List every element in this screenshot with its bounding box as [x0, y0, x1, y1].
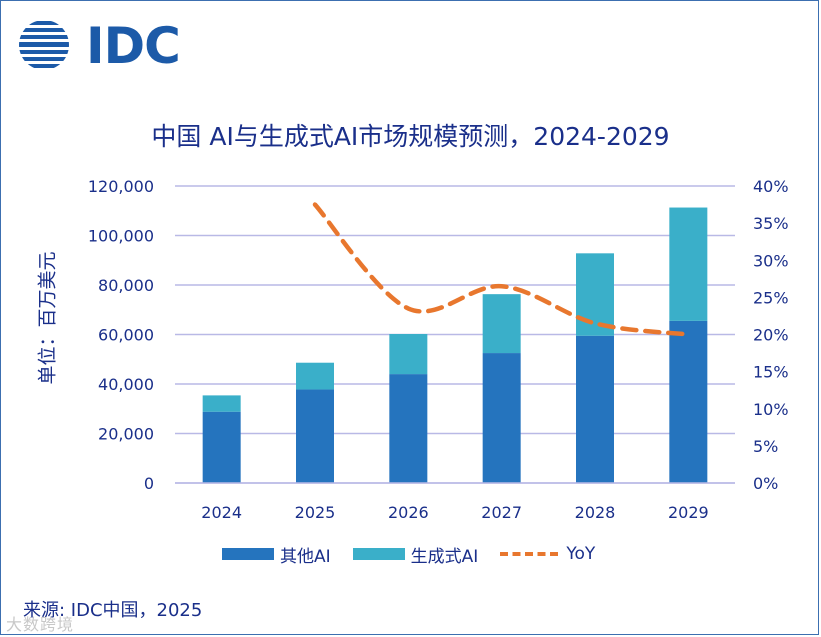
yoy-line — [312, 202, 691, 337]
y-tick-label: 20,000 — [98, 425, 154, 444]
legend-item-other-ai: 其他AI — [222, 542, 331, 567]
bar-gen-ai — [296, 362, 334, 390]
y2-tick-label: 15% — [753, 363, 789, 382]
x-tick-label: 2025 — [295, 503, 336, 522]
idc-logo: IDC — [16, 16, 191, 74]
y2-tick-label: 35% — [753, 214, 789, 233]
y-tick-label: 60,000 — [98, 326, 154, 345]
y2-tick-label: 0% — [753, 474, 778, 493]
bar-gen-ai — [482, 294, 521, 354]
legend-label-yoy: YoY — [566, 544, 596, 564]
bar-other-ai — [296, 389, 334, 483]
logo-text: IDC — [86, 17, 181, 75]
y2-tick-label: 30% — [753, 251, 789, 270]
bar-gen-ai — [202, 395, 241, 412]
chart-title: 中国 AI与生成式AI市场规模预测，2024-2029 — [151, 122, 670, 151]
bar-other-ai — [576, 335, 614, 483]
legend-swatch-gen-ai — [352, 548, 405, 560]
y2-tick-label: 5% — [753, 437, 778, 456]
y-tick-label: 80,000 — [98, 276, 154, 295]
legend-label-gen-ai: 生成式AI — [410, 546, 479, 567]
y2-tick-label: 25% — [753, 288, 789, 307]
source-note: 来源: IDC中国，2025 — [23, 600, 203, 621]
legend-label-other-ai: 其他AI — [280, 546, 331, 567]
legend-swatch-yoy — [500, 552, 559, 556]
x-tick-label: 2029 — [668, 503, 709, 522]
bar-other-ai — [482, 353, 521, 483]
y-tick-label: 0 — [144, 474, 154, 493]
bar-other-ai — [669, 320, 708, 483]
legend-swatch-other-ai — [222, 548, 274, 560]
y2-tick-label: 20% — [753, 326, 789, 345]
bar-gen-ai — [389, 334, 428, 375]
bar-gen-ai — [576, 253, 614, 336]
y-tick-label: 120,000 — [88, 177, 154, 196]
watermark: 大数跨境 — [6, 615, 75, 634]
legend-item-gen-ai: 生成式AI — [352, 542, 479, 567]
bar-gen-ai — [669, 207, 708, 321]
y2-tick-label: 40% — [753, 177, 789, 196]
legend-item-yoy: YoY — [500, 544, 595, 564]
bar-other-ai — [202, 411, 241, 483]
y-tick-label: 40,000 — [98, 375, 154, 394]
x-tick-label: 2027 — [481, 503, 522, 522]
y-tick-label: 100,000 — [88, 227, 154, 246]
bar-other-ai — [389, 374, 428, 483]
globe-icon — [19, 21, 69, 68]
x-tick-label: 2026 — [388, 503, 429, 522]
x-tick-label: 2024 — [201, 503, 242, 522]
x-tick-label: 2028 — [575, 503, 616, 522]
y2-tick-label: 10% — [753, 400, 789, 419]
legend: 其他AI 生成式AI YoY — [222, 542, 617, 567]
